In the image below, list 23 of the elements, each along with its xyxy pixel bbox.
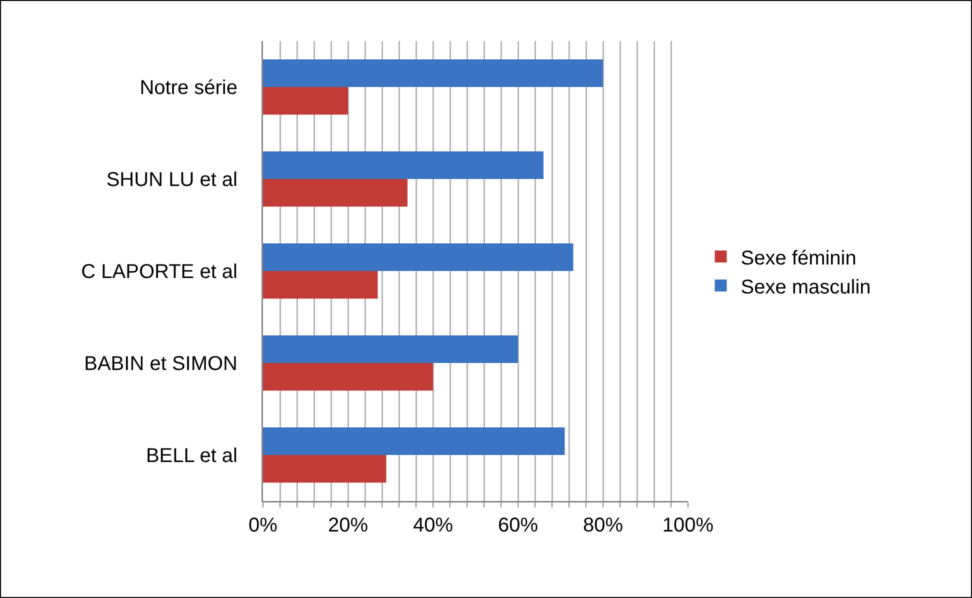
x-tick-label: 0%: [248, 514, 278, 536]
y-tick-label: C LAPORTE et al: [81, 261, 238, 283]
x-tick-label: 40%: [412, 514, 454, 536]
bar: [263, 151, 544, 179]
bar: [263, 363, 433, 391]
x-tick-label: 80%: [582, 514, 624, 536]
bar: [263, 243, 574, 271]
x-tick-label: 20%: [328, 514, 368, 536]
x-tick-label: 60%: [498, 514, 538, 536]
bar: [263, 427, 565, 455]
legend-label: Sexe masculin: [740, 276, 871, 298]
bar: [263, 335, 518, 363]
bar: [263, 59, 603, 87]
bar: [263, 179, 408, 207]
y-tick-label: BELL et al: [146, 445, 238, 467]
y-tick-label: SHUN LU et al: [106, 169, 238, 191]
bar: [263, 271, 378, 299]
x-tick-label: 100%: [662, 514, 714, 536]
bar: [263, 87, 348, 115]
y-tick-label: Notre série: [140, 77, 238, 99]
bar: [263, 455, 386, 483]
legend-label: Sexe féminin: [740, 247, 856, 270]
y-tick-label: BABIN et SIMON: [84, 353, 238, 375]
